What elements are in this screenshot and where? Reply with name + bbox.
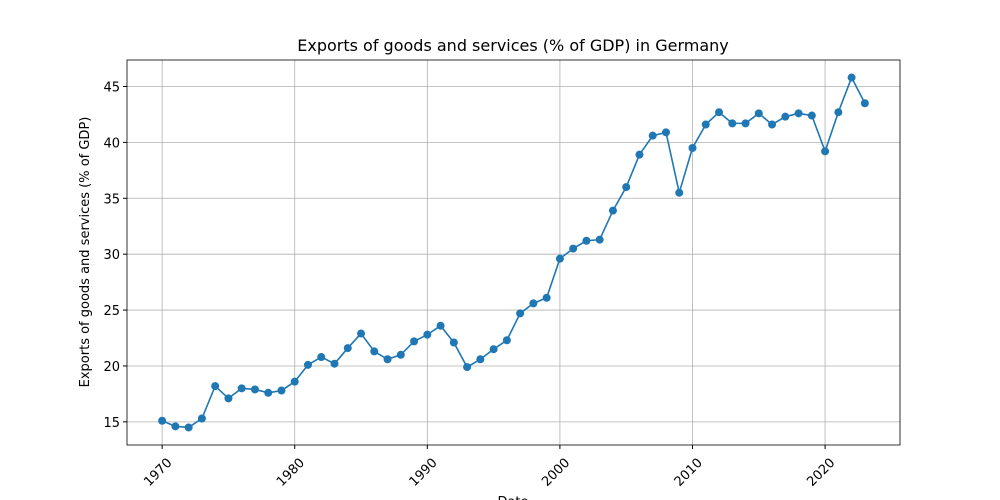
data-point	[635, 150, 644, 159]
data-point	[303, 360, 312, 369]
x-tick-label: 1980	[274, 456, 308, 490]
data-point	[595, 235, 604, 244]
data-point	[171, 422, 180, 431]
y-tick-label: 35	[103, 192, 120, 207]
data-point	[502, 336, 511, 345]
y-tick-label: 15	[103, 416, 120, 431]
data-point	[860, 99, 869, 108]
data-point	[648, 131, 657, 140]
data-point	[582, 236, 591, 245]
data-point	[661, 128, 670, 137]
chart-title: Exports of goods and services (% of GDP)…	[297, 36, 728, 55]
data-point	[754, 109, 763, 118]
y-tick-label: 25	[103, 304, 120, 319]
data-line	[161, 75, 866, 429]
data-point	[542, 293, 551, 302]
data-point	[158, 416, 167, 425]
x-tick-label: 1990	[407, 456, 441, 490]
data-point	[184, 423, 193, 432]
data-point	[330, 359, 339, 368]
data-point	[423, 330, 432, 339]
data-point	[357, 329, 366, 338]
data-point	[264, 388, 273, 397]
data-point	[370, 347, 379, 356]
data-point	[821, 147, 830, 156]
data-point	[277, 386, 286, 395]
data-point	[410, 337, 419, 346]
data-point	[489, 345, 498, 354]
data-point	[555, 254, 564, 263]
x-tick-label: 2010	[672, 456, 706, 490]
data-point	[768, 120, 777, 129]
data-point	[250, 385, 259, 394]
data-point	[449, 338, 458, 347]
data-point	[463, 363, 472, 372]
data-point	[396, 350, 405, 359]
data-point	[569, 244, 578, 253]
data-point	[701, 120, 710, 129]
data-point	[715, 108, 724, 117]
data-point	[516, 309, 525, 318]
data-point	[675, 188, 684, 197]
data-point	[290, 377, 299, 386]
plot-frame	[126, 59, 901, 446]
data-point	[224, 394, 233, 403]
y-tick-label: 40	[103, 136, 120, 151]
data-point	[237, 384, 246, 393]
data-point	[834, 108, 843, 117]
data-point	[847, 73, 856, 82]
data-point	[741, 119, 750, 128]
data-point	[317, 353, 326, 362]
data-point	[608, 206, 617, 215]
data-point	[343, 344, 352, 353]
data-point	[197, 414, 206, 423]
y-tick-label: 20	[103, 360, 120, 375]
data-point	[383, 355, 392, 364]
data-point	[781, 112, 790, 121]
x-tick-label: 2020	[804, 456, 838, 490]
data-point	[529, 299, 538, 308]
data-point	[794, 109, 803, 118]
x-tick-label: 1970	[141, 456, 175, 490]
data-point	[436, 321, 445, 330]
data-point	[688, 143, 697, 152]
x-axis-label: Date	[497, 495, 528, 500]
data-point	[807, 111, 816, 120]
y-tick-label: 45	[103, 80, 120, 95]
data-point	[211, 382, 220, 391]
y-tick-label: 30	[103, 248, 120, 263]
x-tick-label: 2000	[539, 456, 573, 490]
data-point	[622, 183, 631, 192]
data-point	[476, 355, 485, 364]
data-point	[728, 119, 737, 128]
y-axis-label: Exports of goods and services (% of GDP)	[78, 117, 93, 388]
